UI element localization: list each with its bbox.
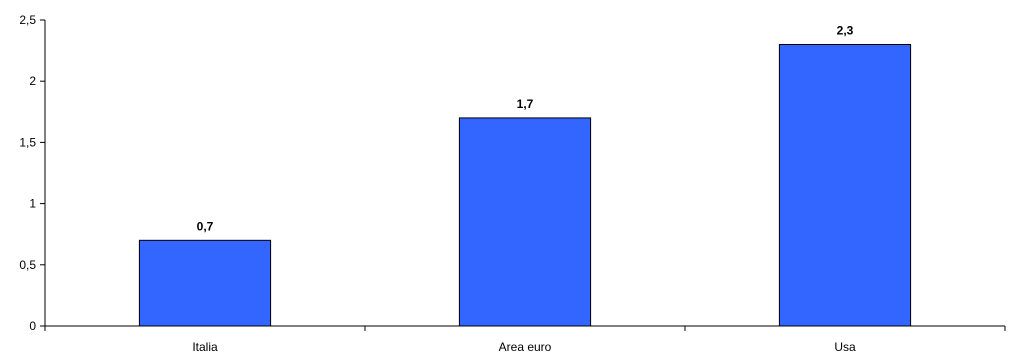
x-category-label: Usa (834, 340, 856, 354)
y-tick-label: 2,5 (19, 13, 36, 27)
bar-value-label: 1,7 (517, 97, 534, 111)
y-tick-label: 1 (29, 197, 36, 211)
bar (458, 117, 592, 327)
bar (138, 239, 272, 327)
y-tick-label: 1,5 (19, 135, 36, 149)
y-tick-label: 2 (29, 74, 36, 88)
bar (778, 43, 912, 327)
x-category-label: Area euro (499, 340, 552, 354)
bars: 0,7 1,7 2,3 (138, 23, 912, 327)
x-axis: Italia Area euro Usa (44, 325, 1006, 354)
bar-value-label: 0,7 (197, 219, 214, 233)
y-tick-label: 0 (29, 319, 36, 333)
x-category-label: Italia (192, 340, 218, 354)
y-axis: 0 0,5 1 1,5 2 2,5 (19, 13, 46, 333)
y-tick-label: 0,5 (19, 258, 36, 272)
bar-value-label: 2,3 (837, 23, 854, 37)
